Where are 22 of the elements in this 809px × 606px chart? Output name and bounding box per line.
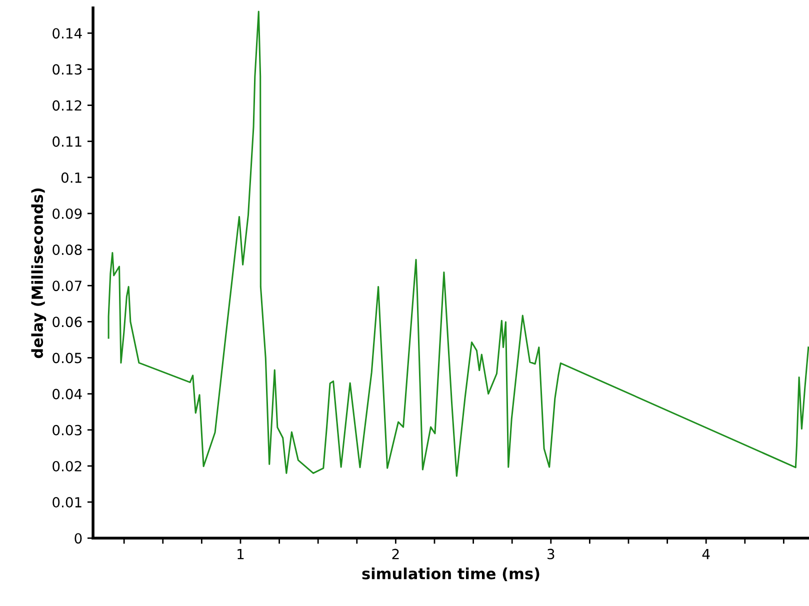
y-tick-label: 0.09 bbox=[52, 208, 82, 219]
y-tick-label: 0.08 bbox=[52, 244, 82, 256]
line-series bbox=[108, 10, 809, 477]
x-tick-label: 4 bbox=[702, 548, 710, 560]
y-tick-label: 0.07 bbox=[52, 280, 82, 292]
x-tick-label: 3 bbox=[548, 548, 554, 560]
x-tick-label: 1 bbox=[238, 548, 244, 560]
x-axis-title: simulation time (ms) bbox=[362, 568, 540, 582]
y-tick-label: 0.03 bbox=[52, 424, 82, 436]
x-tick-label: 2 bbox=[392, 548, 399, 560]
y-tick-label: 0.13 bbox=[52, 64, 82, 75]
y-tick-label: 0.1 bbox=[61, 172, 82, 183]
y-tick-label: 0.04 bbox=[52, 388, 82, 400]
y-tick-label: 0.11 bbox=[52, 136, 82, 147]
y-tick-label: 0.02 bbox=[52, 460, 82, 472]
y-tick-label: 0.14 bbox=[52, 28, 82, 39]
y-tick-label: 0.01 bbox=[52, 497, 82, 508]
y-tick-label: 0.12 bbox=[52, 100, 82, 111]
y-tick-label: 0 bbox=[74, 533, 82, 544]
y-tick-label: 0.06 bbox=[52, 316, 82, 328]
y-tick-label: 0.05 bbox=[52, 352, 82, 364]
y-axis-title: delay (Milliseconds) bbox=[31, 188, 46, 358]
